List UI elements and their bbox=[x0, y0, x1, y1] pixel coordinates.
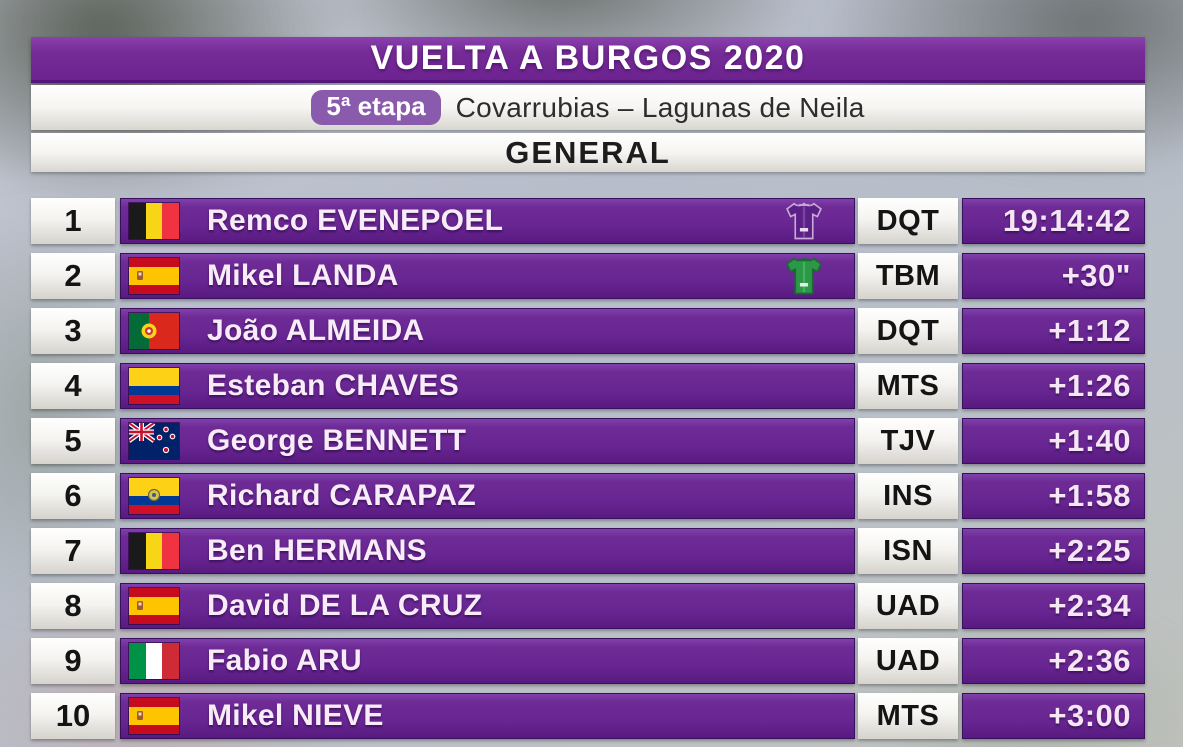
ecuador-flag-icon bbox=[129, 478, 179, 514]
team-code-cell: ISN bbox=[858, 528, 958, 574]
team-code-cell: UAD bbox=[858, 583, 958, 629]
time-gap-cell: +1:12 bbox=[962, 308, 1145, 354]
team-code-cell: DQT bbox=[858, 308, 958, 354]
rider-name: Ben HERMANS bbox=[207, 534, 427, 567]
team-code-cell: MTS bbox=[858, 363, 958, 409]
time-gap-cell: +1:26 bbox=[962, 363, 1145, 409]
rider-name: Esteban CHAVES bbox=[207, 369, 460, 402]
rider-cell: George BENNETT bbox=[120, 418, 855, 464]
time-gap-cell: +1:58 bbox=[962, 473, 1145, 519]
team-code-cell: TJV bbox=[858, 418, 958, 464]
green-jersey-icon bbox=[784, 254, 824, 298]
rider-cell: Esteban CHAVES bbox=[120, 363, 855, 409]
rider-cell: Ben HERMANS bbox=[120, 528, 855, 574]
team-code-cell: INS bbox=[858, 473, 958, 519]
rider-name: João ALMEIDA bbox=[207, 314, 425, 347]
spain-flag-icon bbox=[129, 258, 179, 294]
time-gap-cell: +30" bbox=[962, 253, 1145, 299]
time-gap-cell: +2:25 bbox=[962, 528, 1145, 574]
standings-table: 1 Remco EVENEPOEL DQT 19:14:42 2 Mikel L… bbox=[31, 198, 1145, 739]
classification-title: GENERAL bbox=[505, 134, 671, 170]
rank-cell: 7 bbox=[31, 528, 115, 574]
standings-row: 5 George BENNETT TJV +1:40 bbox=[31, 418, 1145, 464]
rank-cell: 1 bbox=[31, 198, 115, 244]
time-gap-cell: 19:14:42 bbox=[962, 198, 1145, 244]
team-code-cell: TBM bbox=[858, 253, 958, 299]
rider-name: George BENNETT bbox=[207, 424, 467, 457]
rider-cell: Richard CARAPAZ bbox=[120, 473, 855, 519]
rank-cell: 5 bbox=[31, 418, 115, 464]
standings-row: 10 Mikel NIEVE MTS +3:00 bbox=[31, 693, 1145, 739]
time-gap-cell: +1:40 bbox=[962, 418, 1145, 464]
standings-row: 8 David DE LA CRUZ UAD +2:34 bbox=[31, 583, 1145, 629]
standings-row: 6 Richard CARAPAZ INS +1:58 bbox=[31, 473, 1145, 519]
rider-cell: David DE LA CRUZ bbox=[120, 583, 855, 629]
rank-cell: 10 bbox=[31, 693, 115, 739]
portugal-flag-icon bbox=[129, 313, 179, 349]
time-gap-cell: +3:00 bbox=[962, 693, 1145, 739]
rider-cell: Fabio ARU bbox=[120, 638, 855, 684]
rank-cell: 9 bbox=[31, 638, 115, 684]
colombia-flag-icon bbox=[129, 368, 179, 404]
standings-row: 3 João ALMEIDA DQT +1:12 bbox=[31, 308, 1145, 354]
rider-name: Mikel NIEVE bbox=[207, 699, 384, 732]
rider-cell: Remco EVENEPOEL bbox=[120, 198, 855, 244]
rider-cell: João ALMEIDA bbox=[120, 308, 855, 354]
standings-row: 2 Mikel LANDA TBM +30" bbox=[31, 253, 1145, 299]
purple-leader-jersey-icon bbox=[784, 199, 824, 243]
standings-row: 1 Remco EVENEPOEL DQT 19:14:42 bbox=[31, 198, 1145, 244]
team-code-cell: UAD bbox=[858, 638, 958, 684]
team-code-cell: DQT bbox=[858, 198, 958, 244]
rider-name: Remco EVENEPOEL bbox=[207, 204, 504, 237]
time-gap-cell: +2:34 bbox=[962, 583, 1145, 629]
race-title: VUELTA A BURGOS 2020 bbox=[370, 39, 806, 77]
team-code-cell: MTS bbox=[858, 693, 958, 739]
rider-name: David DE LA CRUZ bbox=[207, 589, 483, 622]
rank-cell: 2 bbox=[31, 253, 115, 299]
rider-name: Richard CARAPAZ bbox=[207, 479, 476, 512]
new-zealand-flag-icon bbox=[129, 423, 179, 459]
belgium-flag-icon bbox=[129, 533, 179, 569]
belgium-flag-icon bbox=[129, 203, 179, 239]
classification-bar: GENERAL bbox=[31, 133, 1145, 172]
standings-row: 4 Esteban CHAVES MTS +1:26 bbox=[31, 363, 1145, 409]
stage-route: Covarrubias – Lagunas de Neila bbox=[455, 91, 865, 123]
rank-cell: 4 bbox=[31, 363, 115, 409]
rider-cell: Mikel NIEVE bbox=[120, 693, 855, 739]
rank-cell: 3 bbox=[31, 308, 115, 354]
rider-cell: Mikel LANDA bbox=[120, 253, 855, 299]
time-gap-cell: +2:36 bbox=[962, 638, 1145, 684]
italy-flag-icon bbox=[129, 643, 179, 679]
standings-row: 7 Ben HERMANS ISN +2:25 bbox=[31, 528, 1145, 574]
results-board: VUELTA A BURGOS 2020 5ª etapa Covarrubia… bbox=[31, 37, 1145, 747]
stage-number-badge: 5ª etapa bbox=[311, 90, 441, 125]
rider-name: Mikel LANDA bbox=[207, 259, 399, 292]
spain-flag-icon bbox=[129, 698, 179, 734]
rider-name: Fabio ARU bbox=[207, 644, 362, 677]
race-title-bar: VUELTA A BURGOS 2020 bbox=[31, 37, 1145, 83]
stage-bar: 5ª etapa Covarrubias – Lagunas de Neila bbox=[31, 85, 1145, 130]
rank-cell: 8 bbox=[31, 583, 115, 629]
spain-flag-icon bbox=[129, 588, 179, 624]
rank-cell: 6 bbox=[31, 473, 115, 519]
standings-row: 9 Fabio ARU UAD +2:36 bbox=[31, 638, 1145, 684]
